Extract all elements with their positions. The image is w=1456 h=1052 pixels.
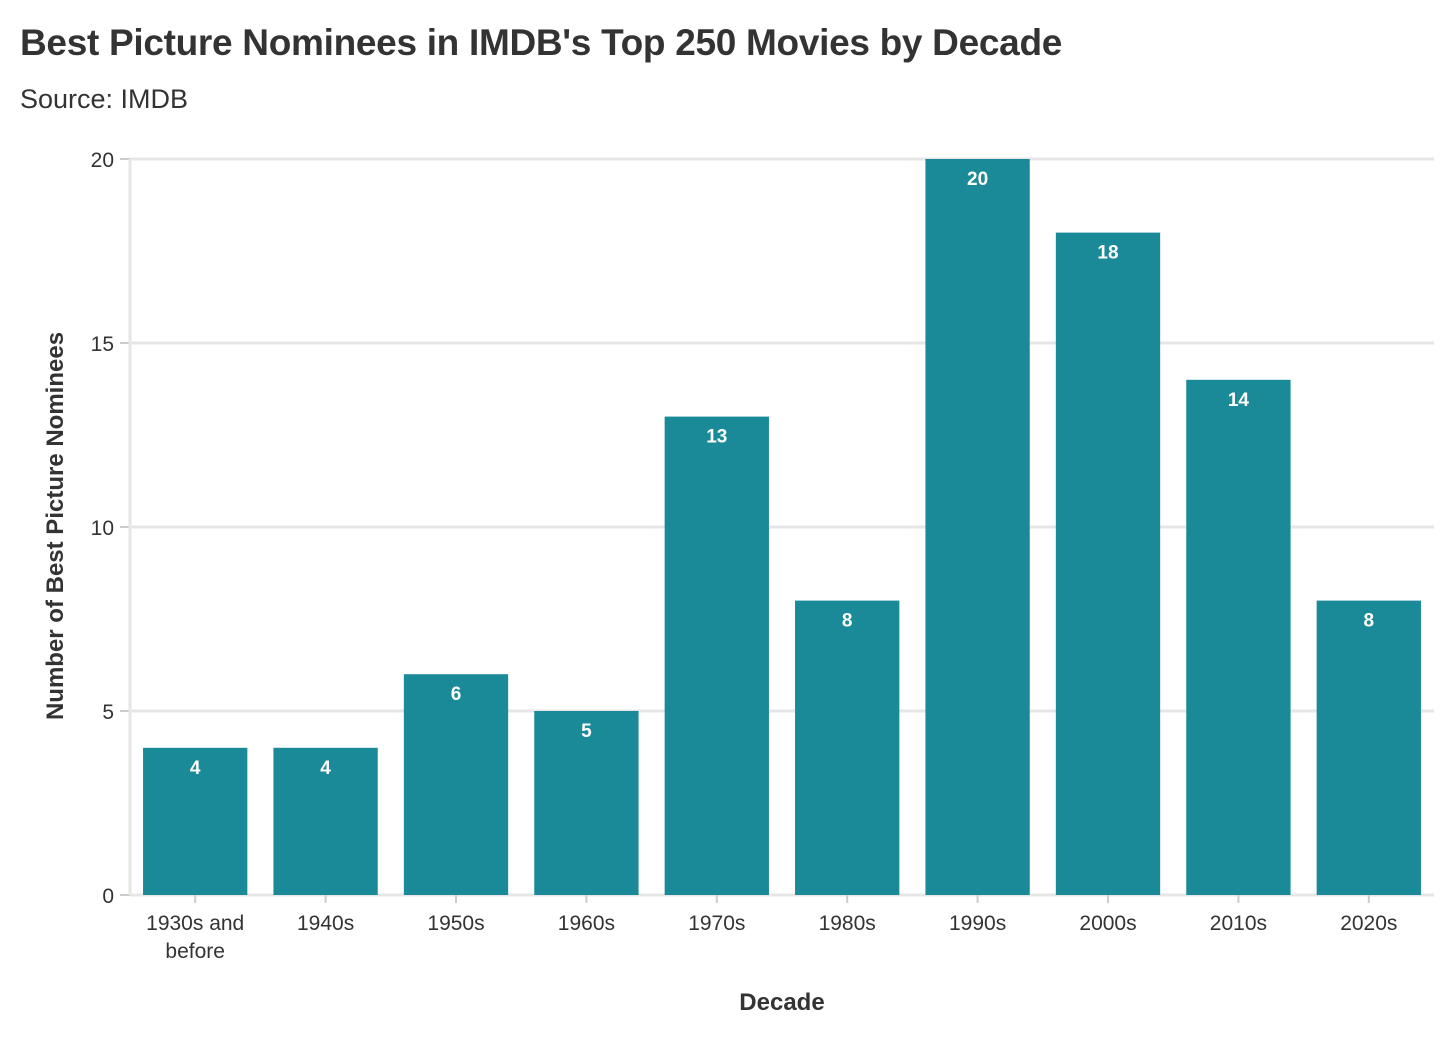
data-label: 4 [320, 758, 331, 779]
x-tick-label: 2000s [1079, 912, 1136, 935]
y-tick-label: 5 [102, 701, 114, 724]
bar [1186, 379, 1291, 895]
bar [273, 747, 378, 895]
x-tick-label: 1930s and [146, 912, 244, 935]
x-tick-label: 1940s [297, 912, 354, 935]
data-label: 6 [451, 684, 462, 705]
data-label: 14 [1228, 390, 1250, 411]
chart-subtitle: Source: IMDB [20, 84, 189, 114]
bar [143, 747, 248, 895]
data-label: 5 [581, 721, 592, 742]
y-tick-label: 10 [91, 517, 114, 540]
bar [925, 159, 1030, 895]
data-label: 20 [967, 169, 988, 190]
x-tick-label: 1980s [819, 912, 876, 935]
bar [1055, 232, 1161, 896]
y-axis-title: Number of Best Picture Nominees [42, 332, 69, 720]
x-tick-label: 1970s [688, 912, 745, 935]
data-label: 8 [842, 611, 853, 632]
x-tick-label: 1960s [558, 912, 615, 935]
x-tick-label: 1990s [949, 912, 1006, 935]
y-tick-label: 0 [102, 885, 114, 908]
x-axis-title: Decade [739, 989, 824, 1016]
chart-title: Best Picture Nominees in IMDB's Top 250 … [20, 22, 1063, 63]
data-label: 18 [1097, 243, 1118, 264]
x-tick-label: before [165, 940, 225, 963]
data-labels: 4 4 6 5 13 8 20 18 14 8 [190, 169, 1374, 779]
bar [664, 416, 769, 895]
bars [143, 159, 1421, 896]
data-label: 13 [706, 427, 727, 448]
bar [1316, 600, 1421, 895]
bar [534, 711, 639, 895]
bar [795, 600, 900, 895]
y-tick-label: 15 [91, 333, 114, 356]
bar [403, 674, 509, 895]
x-tick-label: 2010s [1210, 912, 1267, 935]
data-label: 8 [1364, 611, 1375, 632]
x-tick-label: 2020s [1340, 912, 1397, 935]
data-label: 4 [190, 758, 201, 779]
x-tick-label: 1950s [427, 912, 484, 935]
y-tick-label: 20 [91, 149, 114, 172]
